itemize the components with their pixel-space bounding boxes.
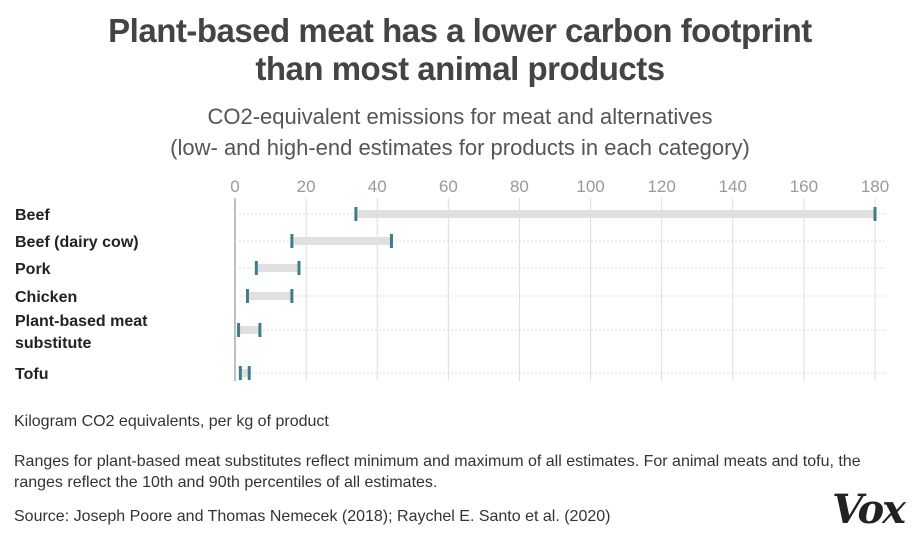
low-estimate-marker: [237, 323, 241, 337]
x-tick-label: 40: [368, 177, 387, 196]
category-label: Chicken: [15, 289, 77, 306]
high-estimate-marker: [258, 323, 262, 337]
high-estimate-marker: [247, 366, 251, 380]
category-label: Plant-based meat: [15, 313, 148, 330]
category-label: Pork: [15, 261, 51, 278]
subtitle-line-1: CO2-equivalent emissions for meat and al…: [207, 104, 713, 129]
high-estimate-marker: [389, 234, 393, 248]
category-label: Tofu: [15, 366, 48, 383]
range-note: Ranges for plant-based meat substitutes …: [14, 453, 861, 491]
chart-title: Plant-based meat has a lower carbon foot…: [0, 12, 920, 88]
high-estimate-marker: [873, 207, 877, 221]
range-bar: [240, 369, 250, 377]
range-bar: [247, 292, 292, 300]
range-bar: [238, 326, 260, 334]
source-note: Source: Joseph Poore and Thomas Nemecek …: [14, 508, 611, 525]
category-label: substitute: [15, 335, 92, 352]
category-label: Beef: [15, 207, 50, 224]
x-tick-label: 120: [647, 177, 675, 196]
vox-logo: Vox: [832, 486, 906, 533]
range-chart: 0 20 40 60 80 100 120 140 160 180 Beef Beef (dairy …: [15, 177, 889, 383]
high-estimate-marker: [290, 289, 294, 303]
low-estimate-marker: [238, 366, 242, 380]
category-label: Beef (dairy cow): [15, 234, 139, 251]
subtitle-line-2: (low- and high-end estimates for product…: [170, 135, 750, 160]
x-tick-label: 0: [230, 177, 239, 196]
range-bar: [256, 264, 299, 272]
unit-note: Kilogram CO2 equivalents, per kg of prod…: [14, 413, 329, 430]
x-tick-label: 160: [790, 177, 818, 196]
x-tick-label: 80: [510, 177, 529, 196]
x-tick-label: 100: [576, 177, 604, 196]
range-bar: [291, 237, 392, 245]
title-line-1: Plant-based meat has a lower carbon foot…: [108, 12, 812, 49]
low-estimate-marker: [354, 207, 358, 221]
low-estimate-marker: [290, 234, 294, 248]
x-tick-label: 140: [719, 177, 747, 196]
low-estimate-marker: [245, 289, 249, 303]
high-estimate-marker: [297, 261, 301, 275]
x-tick-label: 60: [439, 177, 458, 196]
low-estimate-marker: [254, 261, 258, 275]
range-bar: [355, 210, 875, 218]
chart-subtitle: CO2-equivalent emissions for meat and al…: [0, 101, 920, 163]
x-tick-label: 20: [297, 177, 316, 196]
x-tick-label: 180: [861, 177, 889, 196]
title-line-2: than most animal products: [255, 50, 665, 87]
